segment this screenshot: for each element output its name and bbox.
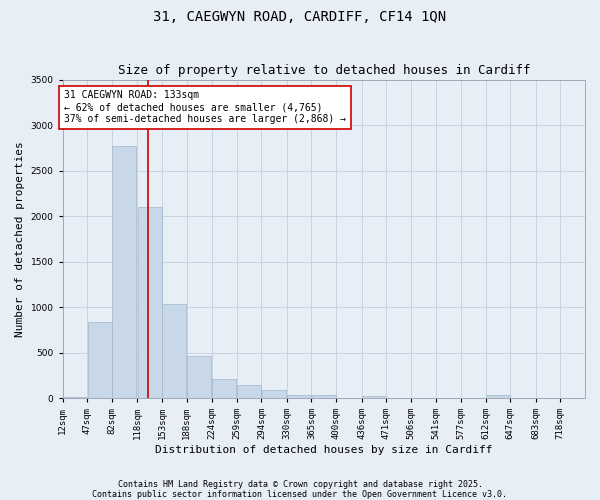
Bar [486, 395, 510, 398]
Bar [312, 395, 336, 398]
Bar [237, 386, 261, 398]
Text: 31 CAEGWYN ROAD: 133sqm
← 62% of detached houses are smaller (4,765)
37% of semi: 31 CAEGWYN ROAD: 133sqm ← 62% of detache… [64, 90, 346, 124]
Bar [212, 379, 236, 398]
X-axis label: Distribution of detached houses by size in Cardiff: Distribution of detached houses by size … [155, 445, 493, 455]
Y-axis label: Number of detached properties: Number of detached properties [15, 141, 25, 336]
Text: 31, CAEGWYN ROAD, CARDIFF, CF14 1QN: 31, CAEGWYN ROAD, CARDIFF, CF14 1QN [154, 10, 446, 24]
Bar [63, 397, 87, 398]
Bar [112, 146, 136, 398]
Bar [163, 304, 187, 398]
Bar [137, 207, 161, 398]
Title: Size of property relative to detached houses in Cardiff: Size of property relative to detached ho… [118, 64, 530, 77]
Bar [88, 322, 112, 398]
Bar [262, 390, 286, 398]
Bar [287, 394, 311, 398]
Bar [362, 396, 386, 398]
Text: Contains HM Land Registry data © Crown copyright and database right 2025.
Contai: Contains HM Land Registry data © Crown c… [92, 480, 508, 499]
Bar [187, 356, 211, 398]
